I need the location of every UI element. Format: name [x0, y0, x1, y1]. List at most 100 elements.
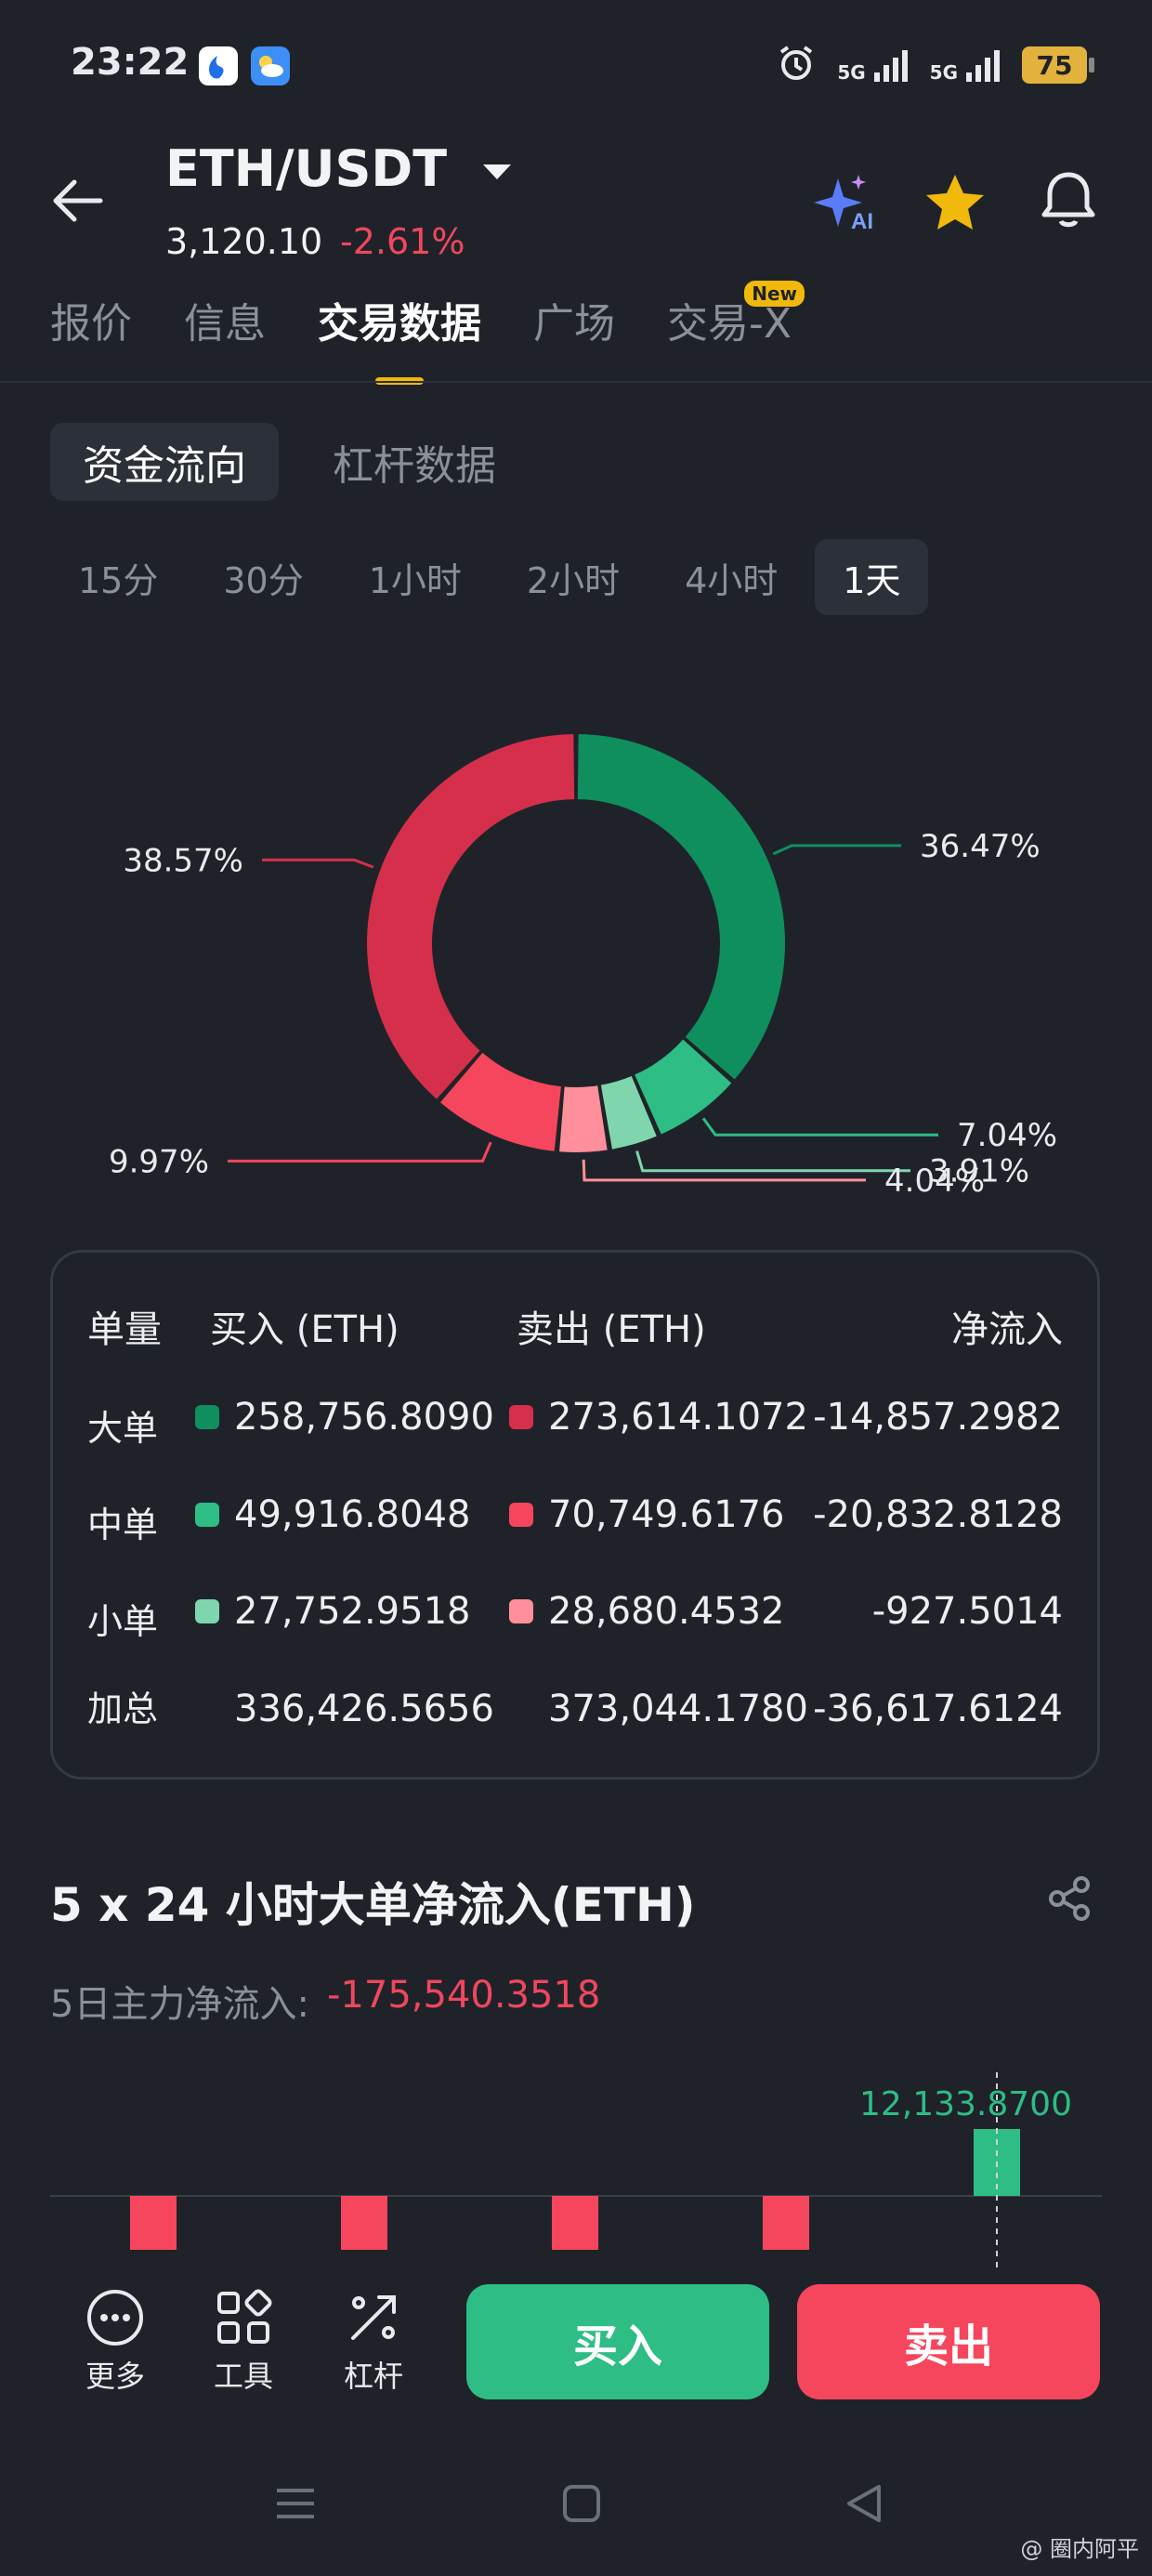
interval-selector: 15分 30分 1小时 2小时 4小时 1天	[50, 539, 937, 615]
leverage-tool[interactable]: 杠杆	[327, 2288, 420, 2396]
medium-sell-percent-label: 9.97%	[109, 1143, 209, 1180]
highlight-value-label: 12,133.8700	[859, 2085, 1072, 2123]
small-sell-swatch	[509, 1599, 533, 1623]
interval-1h[interactable]: 1小时	[368, 559, 462, 601]
tab-trading-data[interactable]: 交易数据	[318, 290, 481, 349]
interval-2h[interactable]: 2小时	[526, 559, 621, 601]
ai-button[interactable]: AI	[810, 171, 875, 240]
medium-buy-value: 49,916.8048	[234, 1493, 471, 1536]
price-change: -2.61%	[340, 221, 465, 262]
net-inflow-title: 5 x 24 小时大单净流入(ETH)	[50, 1878, 696, 1932]
net-inflow-bar-chart: 12,133.8700	[50, 2072, 1102, 2267]
caret-down-icon	[482, 164, 511, 180]
small-buy-leader-line	[635, 1150, 910, 1173]
row-total-label: 加总	[87, 1689, 159, 1729]
inflow-bar[interactable]	[763, 2196, 809, 2250]
back-button[interactable]	[50, 175, 106, 230]
large-sell-slice	[367, 734, 575, 1099]
pair-title: ETH/USDT	[165, 139, 448, 198]
interval-1d[interactable]: 1天	[815, 539, 929, 615]
large-buy-percent-label: 36.47%	[920, 828, 1041, 865]
fund-flow-table	[50, 1250, 1100, 1780]
favorite-button[interactable]	[925, 173, 985, 234]
row-large-label: 大单	[87, 1408, 159, 1449]
total-net-value: -36,617.6124	[813, 1688, 1063, 1730]
battery-indicator: 75	[1022, 46, 1094, 84]
interval-30m[interactable]: 30分	[223, 559, 304, 601]
status-indicators: 5G 5G 75	[776, 43, 1094, 87]
medium-buy-percent-label: 7.04%	[957, 1117, 1057, 1154]
row-medium-label: 中单	[87, 1505, 159, 1545]
large-sell-swatch	[509, 1405, 533, 1429]
inflow-bar[interactable]	[130, 2196, 177, 2250]
more-label: 更多	[85, 2359, 145, 2394]
last-price: 3,120.10	[165, 221, 323, 262]
small-buy-value: 27,752.9518	[234, 1590, 471, 1633]
nav-home-button[interactable]	[561, 2483, 602, 2528]
total-sell-value: 373,044.1780	[548, 1688, 808, 1730]
menu-icon	[277, 2489, 314, 2518]
nav-back-button[interactable]	[844, 2483, 884, 2528]
ai-label: AI	[851, 209, 873, 234]
interval-4h[interactable]: 4小时	[685, 559, 779, 601]
header-buy: 买入 (ETH)	[210, 1308, 399, 1351]
large-sell-leader-line	[262, 858, 374, 869]
grid-icon	[217, 2289, 272, 2344]
subtab-leverage-data[interactable]: 杠杆数据	[333, 442, 496, 490]
star-icon	[926, 175, 984, 230]
tab-trade-x-label: 交易-X	[667, 300, 792, 348]
weather-icon	[251, 46, 290, 85]
fund-flow-donut: 36.47% 7.04%3.91%4.04% 9.97% 38.57%	[109, 734, 1057, 1200]
header-size: 单量	[87, 1308, 162, 1351]
leverage-label: 杠杆	[343, 2359, 403, 2394]
large-buy-swatch	[195, 1405, 219, 1429]
medium-net-value: -20,832.8128	[813, 1493, 1063, 1536]
ai-sparkle-icon: AI	[814, 175, 873, 234]
tab-quote[interactable]: 报价	[50, 300, 132, 348]
status-time: 23:22	[71, 41, 190, 84]
signal-icon: 5G	[837, 46, 909, 84]
large-net-value: -14,857.2982	[813, 1396, 1063, 1439]
five-day-label: 5日主力净流入:	[50, 1983, 309, 2026]
medium-buy-leader-line	[701, 1117, 938, 1137]
interval-15m[interactable]: 15分	[78, 559, 159, 601]
large-sell-percent-label: 38.57%	[123, 842, 243, 879]
header-net: 净流入	[951, 1308, 1063, 1351]
signal-icon-2: 5G	[930, 46, 1001, 84]
arrow-left-icon	[53, 179, 103, 222]
alarm-icon	[776, 43, 817, 87]
tabs-divider	[0, 381, 1152, 383]
triangle-back-icon	[847, 2485, 881, 2522]
medium-buy-slice	[635, 1039, 732, 1135]
watermark: @ 圈内阿平	[1020, 2536, 1139, 2562]
buy-button[interactable]: 买入	[466, 2284, 769, 2399]
five-day-value: -175,540.3518	[327, 1974, 601, 2017]
pair-selector[interactable]: ETH/USDT	[165, 139, 513, 198]
tools-tool[interactable]: 工具	[197, 2288, 290, 2396]
tab-trade-x[interactable]: 交易-X New	[667, 281, 805, 349]
tab-square[interactable]: 广场	[533, 300, 615, 348]
small-sell-percent-label: 4.04%	[884, 1163, 985, 1200]
alert-button[interactable]	[1039, 169, 1098, 234]
new-badge: New	[744, 281, 805, 307]
sell-button[interactable]: 卖出	[797, 2284, 1100, 2399]
app-notification-icon	[199, 46, 238, 85]
large-buy-slice	[577, 734, 785, 1080]
small-sell-leader-line	[582, 1159, 866, 1182]
tab-info[interactable]: 信息	[184, 300, 266, 348]
medium-sell-swatch	[509, 1503, 533, 1527]
medium-buy-swatch	[195, 1503, 219, 1527]
share-button[interactable]	[1046, 1875, 1093, 1925]
small-buy-percent-label: 3.91%	[929, 1153, 1029, 1190]
small-sell-value: 28,680.4532	[548, 1590, 785, 1633]
inflow-bar[interactable]	[341, 2196, 387, 2250]
nav-menu-button[interactable]	[275, 2483, 316, 2528]
large-buy-leader-line	[772, 844, 901, 856]
more-tool[interactable]: 更多	[69, 2288, 162, 2396]
small-buy-swatch	[195, 1599, 219, 1623]
subtab-fund-flow[interactable]: 资金流向	[50, 423, 279, 501]
inflow-bar[interactable]	[552, 2196, 598, 2250]
tools-label: 工具	[213, 2359, 273, 2394]
leverage-icon	[351, 2295, 396, 2340]
medium-sell-value: 70,749.6176	[548, 1493, 785, 1536]
